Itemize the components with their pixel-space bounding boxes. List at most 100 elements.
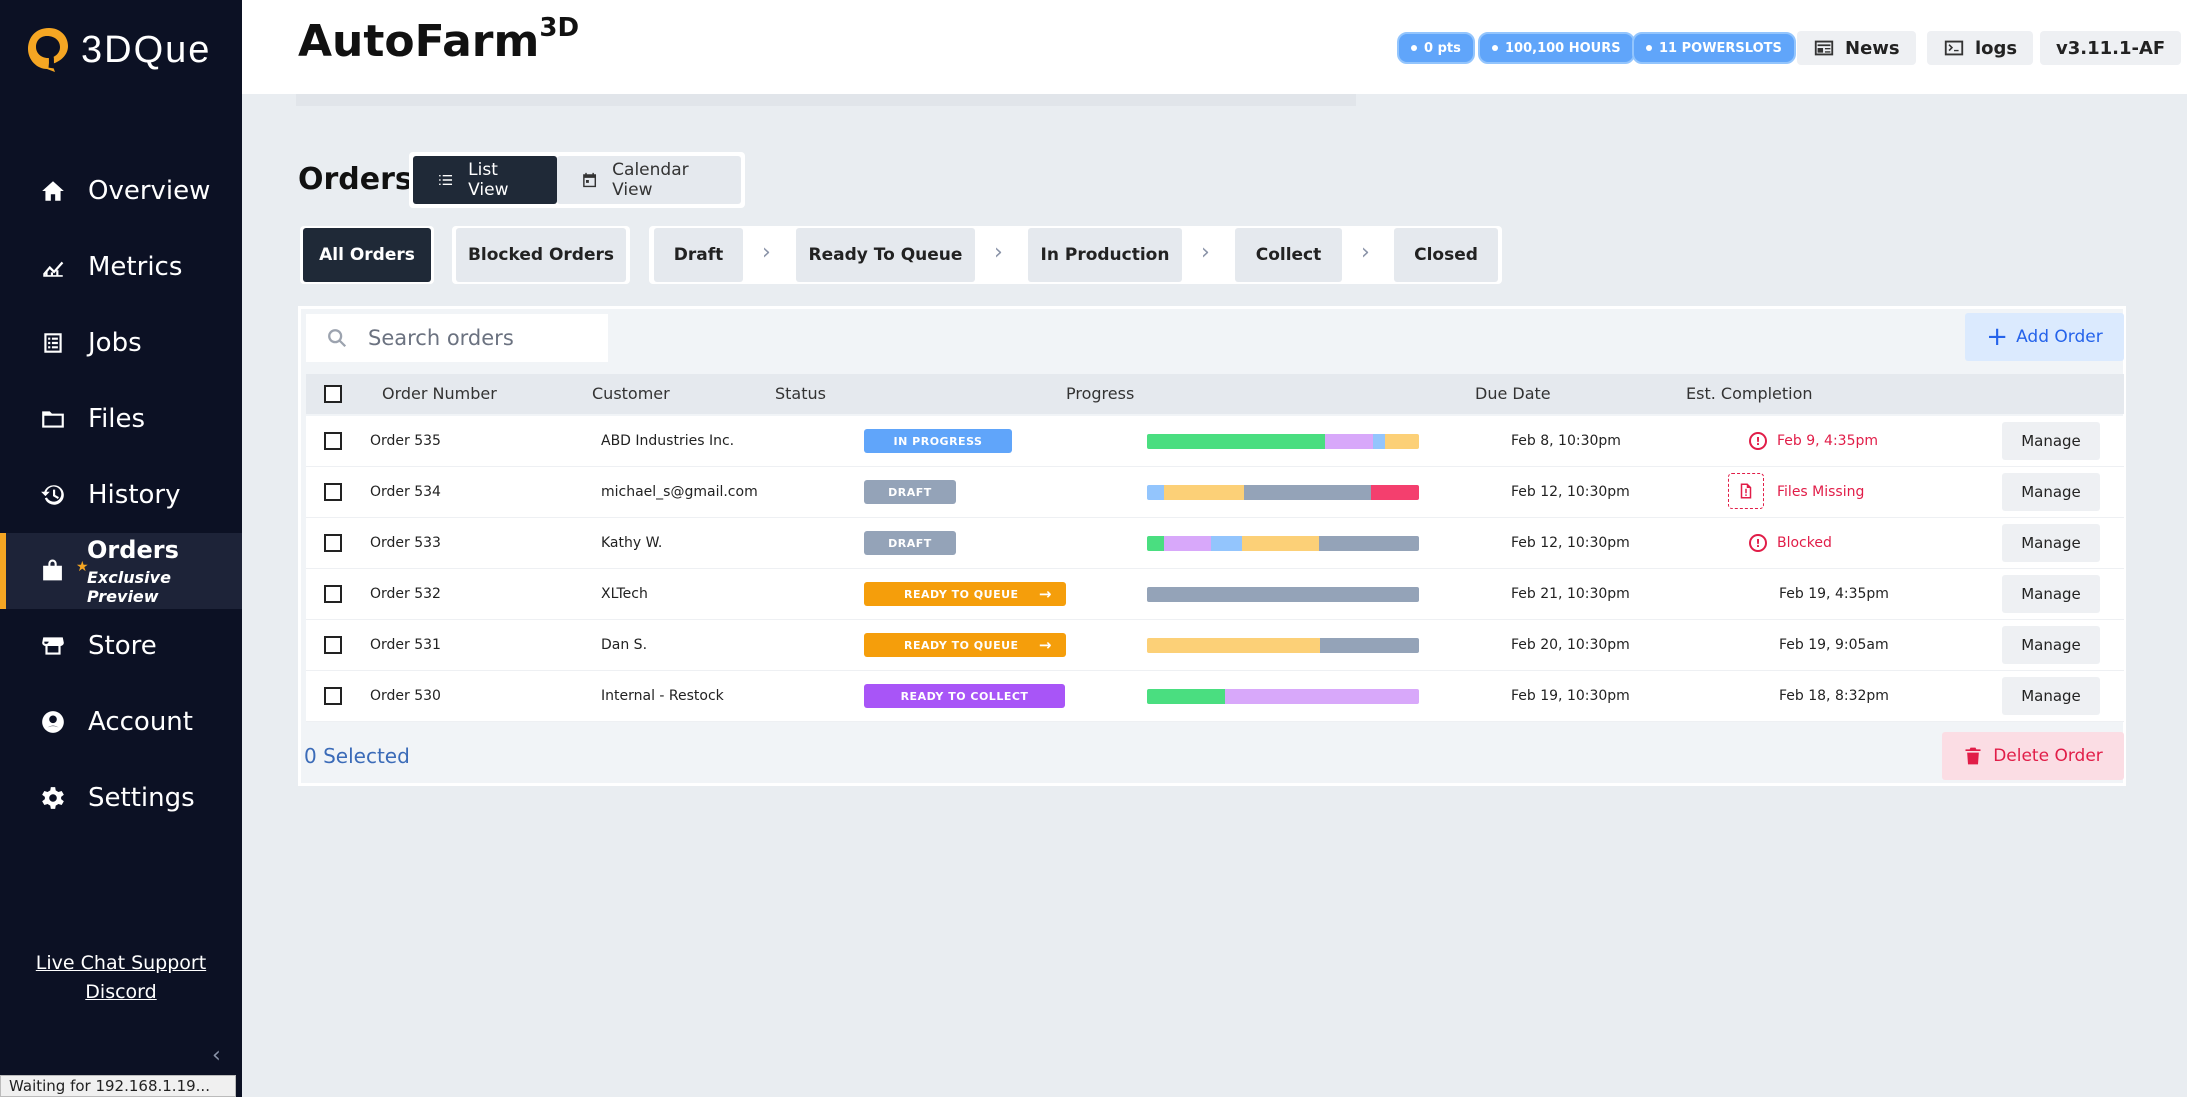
dot-icon bbox=[1646, 45, 1652, 51]
sidebar-item-account[interactable]: Account bbox=[0, 687, 242, 757]
tab-blocked-orders[interactable]: Blocked Orders bbox=[456, 228, 626, 282]
customer-name: Dan S. bbox=[601, 637, 648, 653]
column-status[interactable]: Status bbox=[775, 384, 826, 403]
table-row[interactable]: Order 530 Internal - Restock READY TO CO… bbox=[306, 671, 2124, 722]
tab-in-production[interactable]: In Production bbox=[1028, 228, 1182, 282]
tab-collect[interactable]: Collect bbox=[1235, 228, 1342, 282]
logo[interactable]: 3DQue bbox=[25, 24, 211, 76]
sidebar-item-settings[interactable]: Settings bbox=[0, 763, 242, 833]
est-completion: Blocked bbox=[1777, 535, 1832, 551]
sidebar-item-orders[interactable]: ★ Orders Exclusive Preview bbox=[0, 533, 242, 609]
customer-name: XLTech bbox=[601, 586, 648, 602]
newspaper-icon bbox=[1814, 40, 1834, 56]
column-progress[interactable]: Progress bbox=[1066, 384, 1135, 403]
discord-link[interactable]: Discord bbox=[85, 981, 157, 1003]
hours-pill[interactable]: 100,100 HOURS bbox=[1478, 32, 1635, 64]
sidebar-item-overview[interactable]: Overview bbox=[0, 156, 242, 226]
collapse-sidebar-icon[interactable]: ‹ bbox=[212, 1043, 221, 1068]
row-checkbox[interactable] bbox=[324, 483, 342, 501]
tab-all-orders[interactable]: All Orders bbox=[303, 228, 431, 282]
logs-label: logs bbox=[1975, 37, 2018, 59]
row-checkbox[interactable] bbox=[324, 432, 342, 450]
logs-button[interactable]: logs bbox=[1927, 31, 2034, 65]
est-completion: Feb 18, 8:32pm bbox=[1779, 688, 1889, 704]
sidebar-item-history[interactable]: History bbox=[0, 460, 242, 530]
due-date: Feb 12, 10:30pm bbox=[1511, 484, 1630, 500]
manage-button[interactable]: Manage bbox=[2002, 575, 2100, 613]
powerslots-pill[interactable]: 11 POWERSLOTS bbox=[1632, 32, 1796, 64]
row-checkbox[interactable] bbox=[324, 636, 342, 654]
table-row[interactable]: Order 531 Dan S. READY TO QUEUE → Feb 20… bbox=[306, 620, 2124, 671]
search-input[interactable] bbox=[368, 326, 608, 350]
exclusive-preview-label: Exclusive Preview bbox=[87, 568, 171, 606]
table-row[interactable]: Order 535 ABD Industries Inc. IN PROGRES… bbox=[306, 416, 2124, 467]
manage-button[interactable]: Manage bbox=[2002, 677, 2100, 715]
history-icon bbox=[41, 485, 64, 505]
header-divider bbox=[296, 94, 1356, 106]
manage-button[interactable]: Manage bbox=[2002, 626, 2100, 664]
table-row[interactable]: Order 532 XLTech READY TO QUEUE → Feb 21… bbox=[306, 569, 2124, 620]
est-completion: Feb 19, 4:35pm bbox=[1779, 586, 1889, 602]
terminal-icon bbox=[1944, 40, 1964, 56]
due-date: Feb 19, 10:30pm bbox=[1511, 688, 1630, 704]
calendar-icon bbox=[583, 172, 597, 188]
sidebar-item-metrics[interactable]: Metrics bbox=[0, 232, 242, 302]
points-pill[interactable]: 0 pts bbox=[1397, 32, 1475, 64]
sidebar-item-store[interactable]: Store bbox=[0, 611, 242, 681]
status-badge[interactable]: READY TO QUEUE → bbox=[864, 582, 1066, 606]
arrow-right-icon: → bbox=[1038, 636, 1052, 654]
sidebar-item-label: History bbox=[88, 480, 181, 510]
app-title: AutoFarm3D bbox=[298, 13, 580, 67]
manage-button[interactable]: Manage bbox=[2002, 524, 2100, 562]
manage-button[interactable]: Manage bbox=[2002, 473, 2100, 511]
column-due-date[interactable]: Due Date bbox=[1475, 384, 1551, 403]
sidebar-item-label: Orders Exclusive Preview bbox=[87, 536, 242, 606]
add-order-button[interactable]: + Add Order bbox=[1965, 313, 2124, 361]
list-view-button[interactable]: List View bbox=[413, 156, 557, 204]
status-badge[interactable]: READY TO COLLECT bbox=[864, 684, 1065, 708]
select-all-checkbox[interactable] bbox=[324, 385, 342, 403]
progress-bar bbox=[1147, 536, 1419, 551]
order-number: Order 534 bbox=[370, 484, 441, 500]
view-toggle: List View Calendar View bbox=[409, 152, 745, 208]
browser-status-bar: Waiting for 192.168.1.19... bbox=[0, 1075, 236, 1097]
row-checkbox[interactable] bbox=[324, 534, 342, 552]
progress-bar bbox=[1147, 587, 1419, 602]
row-checkbox[interactable] bbox=[324, 585, 342, 603]
row-checkbox[interactable] bbox=[324, 687, 342, 705]
table-row[interactable]: Order 533 Kathy W. DRAFT Feb 12, 10:30pm… bbox=[306, 518, 2124, 569]
page-title: Orders bbox=[298, 162, 413, 197]
customer-name: michael_s@gmail.com bbox=[601, 484, 758, 500]
sidebar-item-label: Metrics bbox=[88, 252, 183, 282]
tab-ready-to-queue[interactable]: Ready To Queue bbox=[796, 228, 975, 282]
manage-button[interactable]: Manage bbox=[2002, 422, 2100, 460]
live-chat-link[interactable]: Live Chat Support bbox=[35, 952, 207, 974]
order-number: Order 533 bbox=[370, 535, 441, 551]
search-box bbox=[306, 314, 608, 362]
calendar-view-button[interactable]: Calendar View bbox=[557, 156, 741, 204]
app-title-sup: 3D bbox=[539, 13, 580, 44]
dot-icon bbox=[1492, 45, 1498, 51]
sidebar-item-jobs[interactable]: Jobs bbox=[0, 308, 242, 378]
column-order-number[interactable]: Order Number bbox=[382, 384, 497, 403]
table-row[interactable]: Order 534 michael_s@gmail.com DRAFT Feb … bbox=[306, 467, 2124, 518]
status-badge[interactable]: READY TO QUEUE → bbox=[864, 633, 1066, 657]
chevron-right-icon: › bbox=[994, 240, 1003, 265]
store-icon bbox=[42, 637, 64, 655]
tab-draft[interactable]: Draft bbox=[654, 228, 743, 282]
est-completion: Feb 9, 4:35pm bbox=[1777, 433, 1879, 449]
user-icon bbox=[42, 711, 64, 733]
status-badge: DRAFT bbox=[864, 480, 956, 504]
order-number: Order 535 bbox=[370, 433, 441, 449]
delete-order-button[interactable]: Delete Order bbox=[1942, 732, 2124, 780]
column-est-completion[interactable]: Est. Completion bbox=[1686, 384, 1813, 403]
due-date: Feb 21, 10:30pm bbox=[1511, 586, 1630, 602]
status-badge-label: READY TO QUEUE bbox=[904, 587, 1019, 601]
status-badge: DRAFT bbox=[864, 531, 956, 555]
column-customer[interactable]: Customer bbox=[592, 384, 670, 403]
sidebar-item-files[interactable]: Files bbox=[0, 384, 242, 454]
status-badge-label: READY TO QUEUE bbox=[904, 638, 1019, 652]
tab-closed[interactable]: Closed bbox=[1394, 228, 1498, 282]
news-button[interactable]: News bbox=[1797, 31, 1916, 65]
due-date: Feb 8, 10:30pm bbox=[1511, 433, 1621, 449]
